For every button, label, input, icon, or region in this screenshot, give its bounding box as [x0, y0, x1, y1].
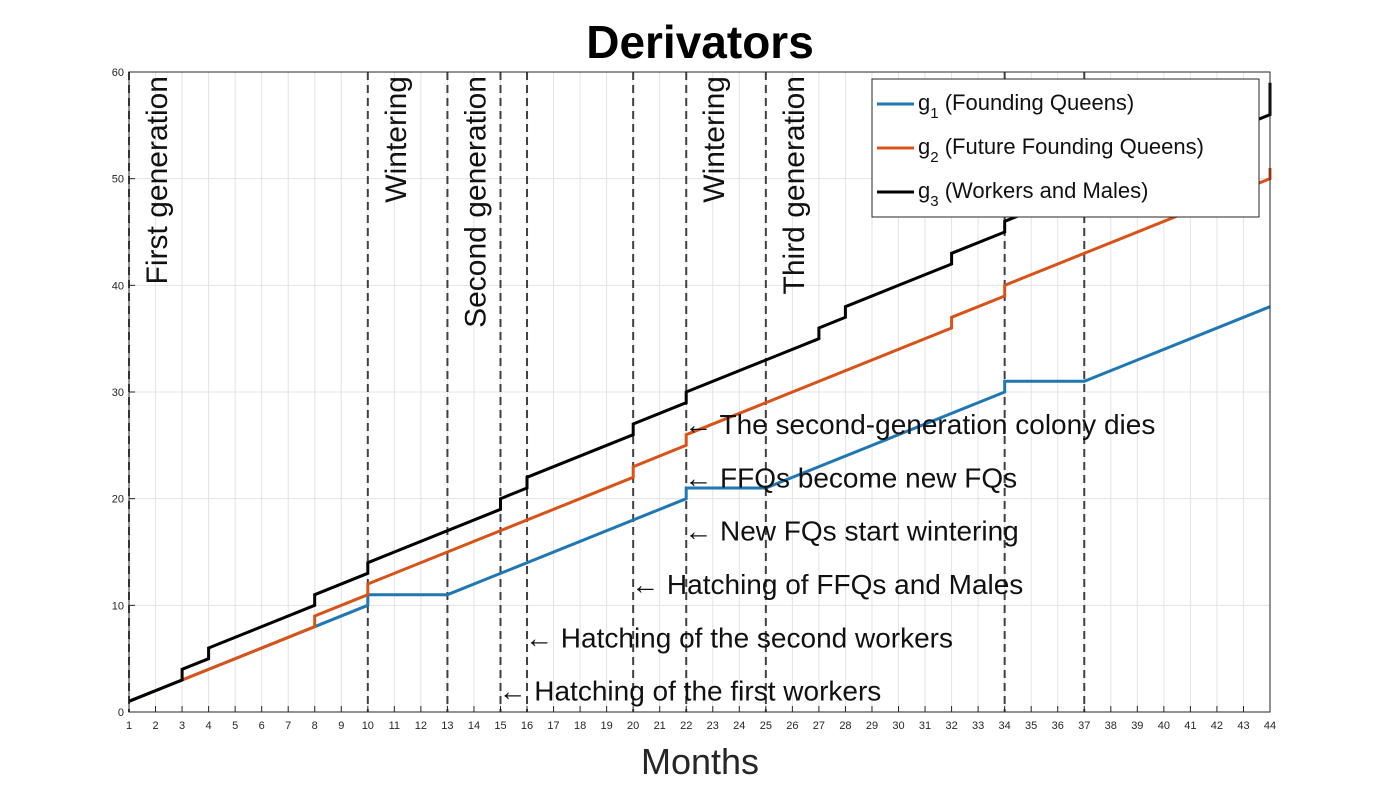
- x-tick-label: 29: [866, 720, 878, 732]
- x-tick-label: 43: [1237, 720, 1249, 732]
- phase-labels: First generation Wintering Second generati…: [141, 76, 811, 328]
- legend-box: [871, 78, 1260, 218]
- x-tick-label: 33: [972, 720, 984, 732]
- x-tick-label: 15: [494, 720, 506, 732]
- annotation: ← New FQs start wintering: [684, 516, 1019, 547]
- x-tick-label: 40: [1158, 720, 1170, 732]
- y-tick-label: 30: [112, 387, 124, 399]
- x-tick-label: 13: [441, 720, 453, 732]
- legend-label-g2: g2 (Future Founding Queens): [918, 134, 1204, 166]
- legend-label-g3: g3 (Workers and Males): [918, 178, 1148, 210]
- x-tick-label: 10: [362, 720, 374, 732]
- x-tick-label: 16: [521, 720, 533, 732]
- y-tick-label: 0: [118, 707, 124, 719]
- annotation: ← The second-generation colony dies: [684, 409, 1155, 440]
- x-tick-label: 18: [574, 720, 586, 732]
- legend-label-g1: g1 (Founding Queens): [918, 90, 1134, 122]
- x-tick-label: 41: [1184, 720, 1196, 732]
- x-tick-label: 37: [1078, 720, 1090, 732]
- x-tick-label: 19: [601, 720, 613, 732]
- annotation: ← Hatching of the first workers: [498, 676, 881, 707]
- x-tick-label: 21: [654, 720, 666, 732]
- x-tick-label: 22: [680, 720, 692, 732]
- x-tick-label: 5: [232, 720, 238, 732]
- series-lines: [128, 82, 1272, 703]
- x-axis-title: Months: [641, 741, 759, 782]
- x-tick-label: 17: [547, 720, 559, 732]
- x-tick-label: 3: [179, 720, 185, 732]
- x-tick-label: 38: [1105, 720, 1117, 732]
- x-tick-label: 2: [152, 720, 158, 732]
- x-tick-label: 32: [945, 720, 957, 732]
- y-tick-label: 50: [112, 174, 124, 186]
- series-g3-line: [128, 82, 1272, 703]
- x-tick-label: 24: [733, 720, 745, 732]
- x-tick-label: 30: [892, 720, 904, 732]
- x-tick-label: 12: [415, 720, 427, 732]
- phase-label: Third generation: [778, 76, 811, 294]
- series-g1-line: [128, 305, 1271, 703]
- x-tick-label: 35: [1025, 720, 1037, 732]
- x-tick-label: 20: [627, 720, 639, 732]
- phase-label: Wintering: [698, 76, 731, 203]
- axes: 1 2 3 4 5 6 7 8 9 10 11 12 13 14 15 16 17 18 19 20 21 22 23 24 2…: [112, 67, 1276, 732]
- x-tick-label: 7: [285, 720, 291, 732]
- x-tick-label: 27: [813, 720, 825, 732]
- x-tick-label: 44: [1264, 720, 1276, 732]
- phase-label: First generation: [141, 76, 174, 284]
- series-g2-line: [128, 168, 1272, 703]
- x-tick-label: 26: [786, 720, 798, 732]
- y-tick-label: 60: [112, 67, 124, 79]
- x-tick-label: 14: [468, 720, 480, 732]
- x-tick-label: 9: [338, 720, 344, 732]
- annotation: ← FFQs become new FQs: [684, 462, 1017, 493]
- x-tick-label: 34: [999, 720, 1011, 732]
- x-tick-label: 4: [206, 720, 212, 732]
- y-tick-label: 20: [112, 494, 124, 506]
- x-tick-label: 42: [1211, 720, 1223, 732]
- x-tick-label: 31: [919, 720, 931, 732]
- phase-label: Wintering: [380, 76, 413, 203]
- phase-label: Second generation: [459, 76, 492, 328]
- x-tick-label: 25: [760, 720, 772, 732]
- chart-title: Derivators: [586, 16, 814, 68]
- annotation: ← Hatching of the second workers: [525, 622, 953, 653]
- x-tick-label: 28: [839, 720, 851, 732]
- x-tick-label: 39: [1131, 720, 1143, 732]
- annotations: ← The second-generation colony dies ← FFQ…: [498, 409, 1155, 707]
- x-tick-label: 23: [707, 720, 719, 732]
- legend: g1 (Founding Queens) g2 (Future Founding …: [871, 78, 1260, 218]
- x-tick-label: 8: [312, 720, 318, 732]
- x-tick-label: 36: [1052, 720, 1064, 732]
- y-tick-label: 40: [112, 280, 124, 292]
- x-tick-label: 11: [389, 720, 400, 732]
- annotation: ← Hatching of FFQs and Males: [631, 569, 1023, 600]
- y-tick-label: 10: [112, 600, 124, 612]
- x-tick-label: 1: [126, 720, 132, 732]
- x-tick-label: 6: [259, 720, 265, 732]
